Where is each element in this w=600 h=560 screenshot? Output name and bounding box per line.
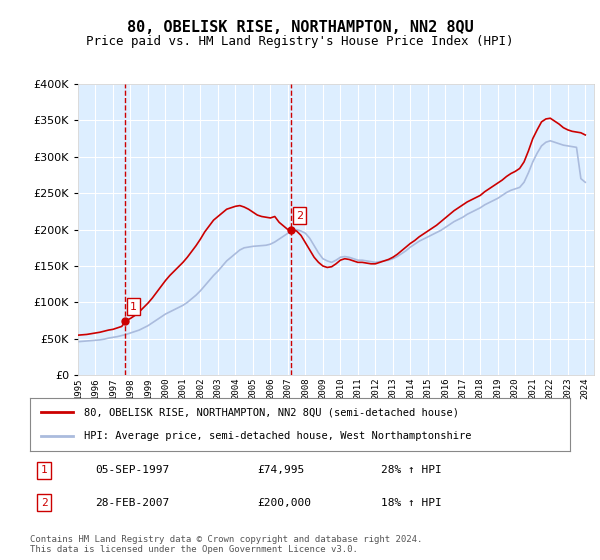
- Text: 28-FEB-2007: 28-FEB-2007: [95, 498, 169, 508]
- Text: 2: 2: [296, 211, 303, 221]
- Text: Price paid vs. HM Land Registry's House Price Index (HPI): Price paid vs. HM Land Registry's House …: [86, 35, 514, 48]
- Text: £74,995: £74,995: [257, 465, 304, 475]
- Text: 28% ↑ HPI: 28% ↑ HPI: [381, 465, 442, 475]
- Text: 1: 1: [130, 302, 137, 312]
- Text: 80, OBELISK RISE, NORTHAMPTON, NN2 8QU: 80, OBELISK RISE, NORTHAMPTON, NN2 8QU: [127, 20, 473, 35]
- Text: £200,000: £200,000: [257, 498, 311, 508]
- Text: 1: 1: [41, 465, 47, 475]
- Text: 18% ↑ HPI: 18% ↑ HPI: [381, 498, 442, 508]
- Text: 05-SEP-1997: 05-SEP-1997: [95, 465, 169, 475]
- Text: Contains HM Land Registry data © Crown copyright and database right 2024.
This d: Contains HM Land Registry data © Crown c…: [30, 535, 422, 554]
- Text: 80, OBELISK RISE, NORTHAMPTON, NN2 8QU (semi-detached house): 80, OBELISK RISE, NORTHAMPTON, NN2 8QU (…: [84, 408, 459, 418]
- Text: HPI: Average price, semi-detached house, West Northamptonshire: HPI: Average price, semi-detached house,…: [84, 431, 472, 441]
- Text: 2: 2: [41, 498, 47, 508]
